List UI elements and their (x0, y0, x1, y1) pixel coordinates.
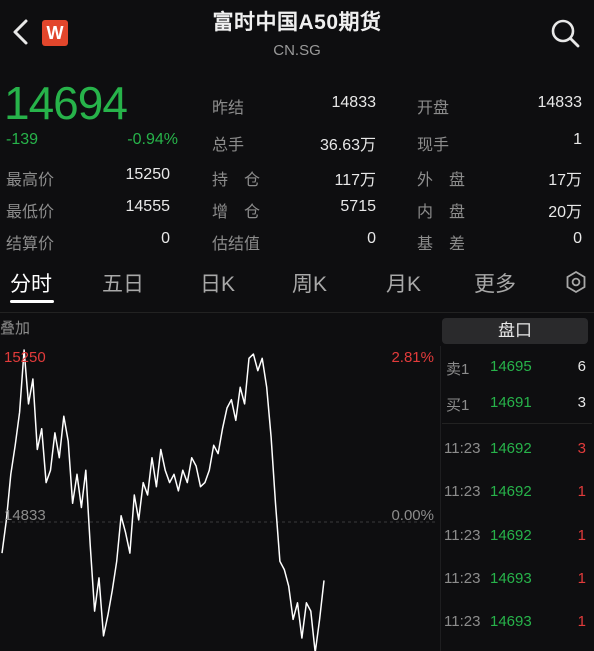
active-tab-indicator (10, 300, 54, 303)
settings-icon (566, 270, 586, 294)
open-label: 开盘 (417, 100, 450, 117)
search-button[interactable] (548, 16, 582, 50)
ask1-label: 卖1 (446, 361, 470, 378)
tab-daily-k[interactable]: 日K (200, 273, 236, 296)
tick-qty: 3 (577, 440, 586, 457)
high-label: 最高价 (6, 172, 55, 189)
tab-weekly-k[interactable]: 周K (292, 273, 328, 296)
tick-time: 11:23 (444, 527, 481, 544)
ask1-price: 14695 (490, 358, 532, 375)
tick-time: 11:23 (444, 483, 481, 500)
base-pct-label: 0.00% (391, 507, 434, 524)
tab-intraday[interactable]: 分时 (10, 273, 52, 296)
prev-settle-label: 昨结 (212, 100, 245, 117)
tick-qty: 1 (577, 527, 586, 544)
basis-value: 0 (573, 230, 582, 247)
divider (0, 312, 594, 313)
chart-settings-button[interactable] (564, 270, 588, 294)
current-volume-label: 现手 (417, 137, 450, 154)
bid1-label: 买1 (446, 397, 470, 414)
overlay-button[interactable]: 叠加 (0, 320, 31, 337)
open-interest-label: 持 仓 (212, 172, 261, 189)
bid1-price: 14691 (490, 394, 532, 411)
inner-volume-label: 内 盘 (417, 204, 466, 221)
price-series-line (1, 349, 325, 651)
base-price-label: 14833 (4, 507, 46, 524)
tick-time: 11:23 (444, 570, 481, 587)
settle-value: 0 (161, 230, 170, 247)
tick-price: 14692 (490, 527, 532, 544)
outer-volume-label: 外 盘 (417, 172, 466, 189)
tab-more[interactable]: 更多 (474, 273, 516, 296)
high-price-label: 15250 (4, 349, 46, 366)
tick-qty: 1 (577, 483, 586, 500)
tick-price: 14692 (490, 483, 532, 500)
back-button[interactable] (8, 14, 34, 50)
tick-time: 11:23 (444, 613, 481, 630)
tab-monthly-k[interactable]: 月K (386, 273, 422, 296)
low-value: 14555 (125, 198, 171, 215)
open-interest-value: 117万 (334, 172, 376, 189)
price-change: -139 (6, 131, 39, 148)
oi-change-label: 增 仓 (212, 204, 261, 221)
outer-volume-value: 17万 (548, 172, 582, 189)
app-logo: W (42, 20, 68, 46)
est-settle-value: 0 (367, 230, 376, 247)
chevron-left-icon (13, 19, 28, 45)
price-change-pct: -0.94% (127, 131, 178, 148)
low-label: 最低价 (6, 204, 55, 221)
bid1-qty: 3 (577, 394, 586, 411)
current-volume-value: 1 (573, 131, 582, 148)
open-value: 14833 (537, 94, 583, 111)
est-settle-label: 估结值 (212, 236, 261, 253)
volume-value: 36.63万 (319, 137, 376, 154)
last-price: 14694 (4, 77, 128, 129)
panel-row-divider (442, 423, 592, 424)
tick-qty: 1 (577, 613, 586, 630)
tick-price: 14692 (490, 440, 532, 457)
tab-five-day[interactable]: 五日 (102, 273, 144, 296)
intraday-chart: 15250 2.81% 14833 0.00% (0, 349, 438, 651)
oi-change-value: 5715 (340, 198, 376, 215)
high-pct-label: 2.81% (391, 349, 434, 366)
tick-price: 14693 (490, 613, 532, 630)
volume-label: 总手 (212, 137, 245, 154)
tick-price: 14693 (490, 570, 532, 587)
page-title: 富时中国A50期货 (212, 11, 382, 34)
tick-qty: 1 (577, 570, 586, 587)
search-icon (551, 19, 580, 48)
high-value: 15250 (125, 166, 171, 183)
prev-settle-value: 14833 (331, 94, 377, 111)
symbol-code: CN.SG (273, 42, 321, 59)
panel-divider (440, 346, 441, 651)
inner-volume-value: 20万 (548, 204, 582, 221)
order-book-button[interactable]: 盘口 (442, 318, 588, 344)
tick-time: 11:23 (444, 440, 481, 457)
basis-label: 基 差 (417, 236, 466, 253)
settle-label: 结算价 (6, 236, 55, 253)
ask1-qty: 6 (577, 358, 586, 375)
